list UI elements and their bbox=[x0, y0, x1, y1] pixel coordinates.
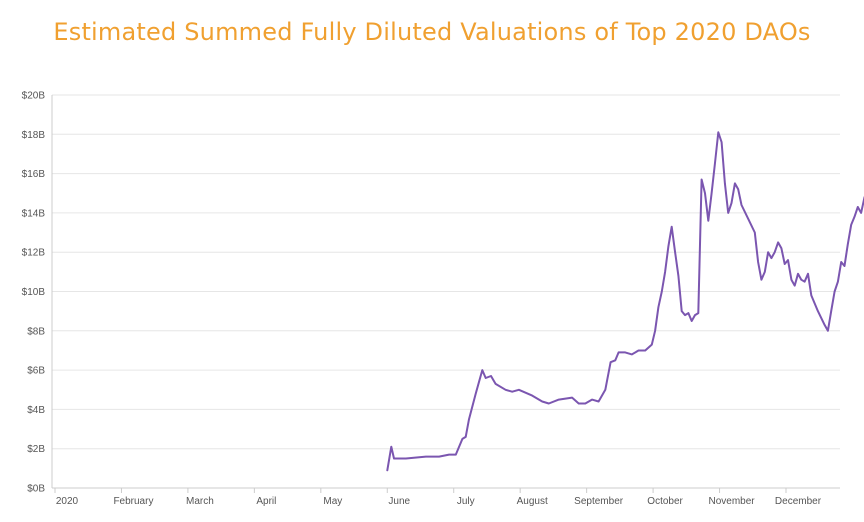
x-tick-label: September bbox=[574, 496, 624, 507]
x-tick-label: December bbox=[775, 496, 822, 507]
x-tick-label: May bbox=[323, 496, 342, 507]
x-tick-label: November bbox=[708, 496, 755, 507]
x-tick-label: June bbox=[388, 496, 410, 507]
x-tick-label: February bbox=[113, 496, 153, 507]
series-line bbox=[386, 131, 864, 472]
y-tick-label: $16B bbox=[22, 169, 46, 180]
y-tick-label: $0B bbox=[27, 484, 45, 495]
series-group bbox=[386, 131, 864, 472]
y-tick-label: $12B bbox=[22, 248, 46, 259]
y-axis-ticks: $0B $2B $4B $6B $8B $10B $12B $14B $16B $18B $20B bbox=[22, 91, 46, 495]
y-tick-label: $10B bbox=[22, 287, 46, 298]
x-tick-label: August bbox=[517, 496, 548, 507]
x-tick-label: March bbox=[186, 496, 214, 507]
chart-title: Estimated Summed Fully Diluted Valuation… bbox=[53, 18, 811, 46]
axes bbox=[51, 95, 840, 489]
y-tick-label: $8B bbox=[27, 326, 45, 337]
y-tick-label: $2B bbox=[27, 444, 45, 455]
grid-lines bbox=[52, 94, 840, 489]
x-tick-label: July bbox=[457, 496, 475, 507]
y-tick-label: $18B bbox=[22, 130, 46, 141]
y-tick-label: $14B bbox=[22, 208, 46, 219]
x-tick-label: 2020 bbox=[56, 496, 79, 507]
y-tick-label: $20B bbox=[22, 91, 46, 102]
x-axis-ticks: 2020 February March April May June July August S… bbox=[54, 488, 822, 507]
x-tick-label: October bbox=[647, 496, 683, 507]
x-tick-label: April bbox=[256, 496, 276, 507]
y-tick-label: $6B bbox=[27, 366, 45, 377]
y-tick-label: $4B bbox=[27, 405, 45, 416]
